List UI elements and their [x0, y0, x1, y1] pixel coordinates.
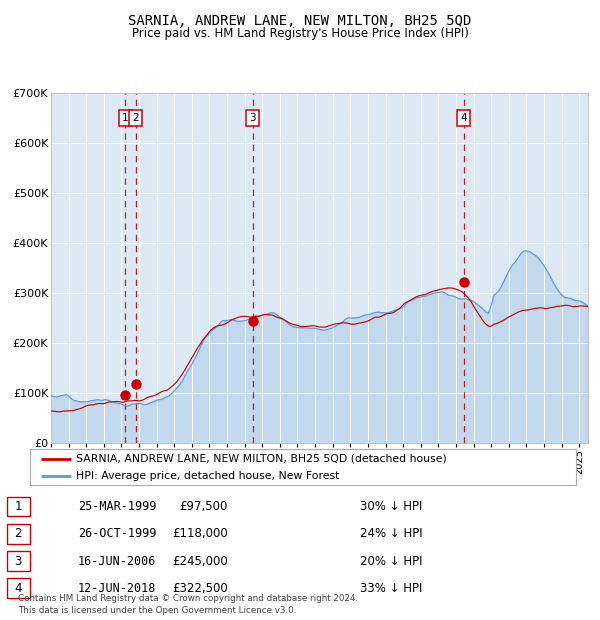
Text: 3: 3	[250, 113, 256, 123]
Text: 3: 3	[14, 555, 22, 567]
Text: SARNIA, ANDREW LANE, NEW MILTON, BH25 5QD (detached house): SARNIA, ANDREW LANE, NEW MILTON, BH25 5Q…	[76, 454, 447, 464]
Text: 30% ↓ HPI: 30% ↓ HPI	[360, 500, 422, 513]
Text: Contains HM Land Registry data © Crown copyright and database right 2024.
This d: Contains HM Land Registry data © Crown c…	[18, 593, 358, 615]
Text: 2: 2	[133, 113, 139, 123]
Text: 25-MAR-1999: 25-MAR-1999	[78, 500, 157, 513]
Text: 20% ↓ HPI: 20% ↓ HPI	[360, 555, 422, 567]
Text: 1: 1	[14, 500, 22, 513]
Text: 16-JUN-2006: 16-JUN-2006	[78, 555, 157, 567]
Text: 1: 1	[122, 113, 129, 123]
Text: 24% ↓ HPI: 24% ↓ HPI	[360, 528, 422, 540]
Text: 26-OCT-1999: 26-OCT-1999	[78, 528, 157, 540]
Text: 2: 2	[14, 528, 22, 540]
Text: 33% ↓ HPI: 33% ↓ HPI	[360, 582, 422, 595]
Text: 4: 4	[461, 113, 467, 123]
Text: HPI: Average price, detached house, New Forest: HPI: Average price, detached house, New …	[76, 471, 340, 481]
Text: SARNIA, ANDREW LANE, NEW MILTON, BH25 5QD: SARNIA, ANDREW LANE, NEW MILTON, BH25 5Q…	[128, 14, 472, 28]
Text: £118,000: £118,000	[172, 528, 228, 540]
Text: £97,500: £97,500	[179, 500, 228, 513]
Text: £322,500: £322,500	[172, 582, 228, 595]
Text: Price paid vs. HM Land Registry's House Price Index (HPI): Price paid vs. HM Land Registry's House …	[131, 27, 469, 40]
Text: £245,000: £245,000	[172, 555, 228, 567]
Text: 4: 4	[14, 582, 22, 595]
Text: 12-JUN-2018: 12-JUN-2018	[78, 582, 157, 595]
